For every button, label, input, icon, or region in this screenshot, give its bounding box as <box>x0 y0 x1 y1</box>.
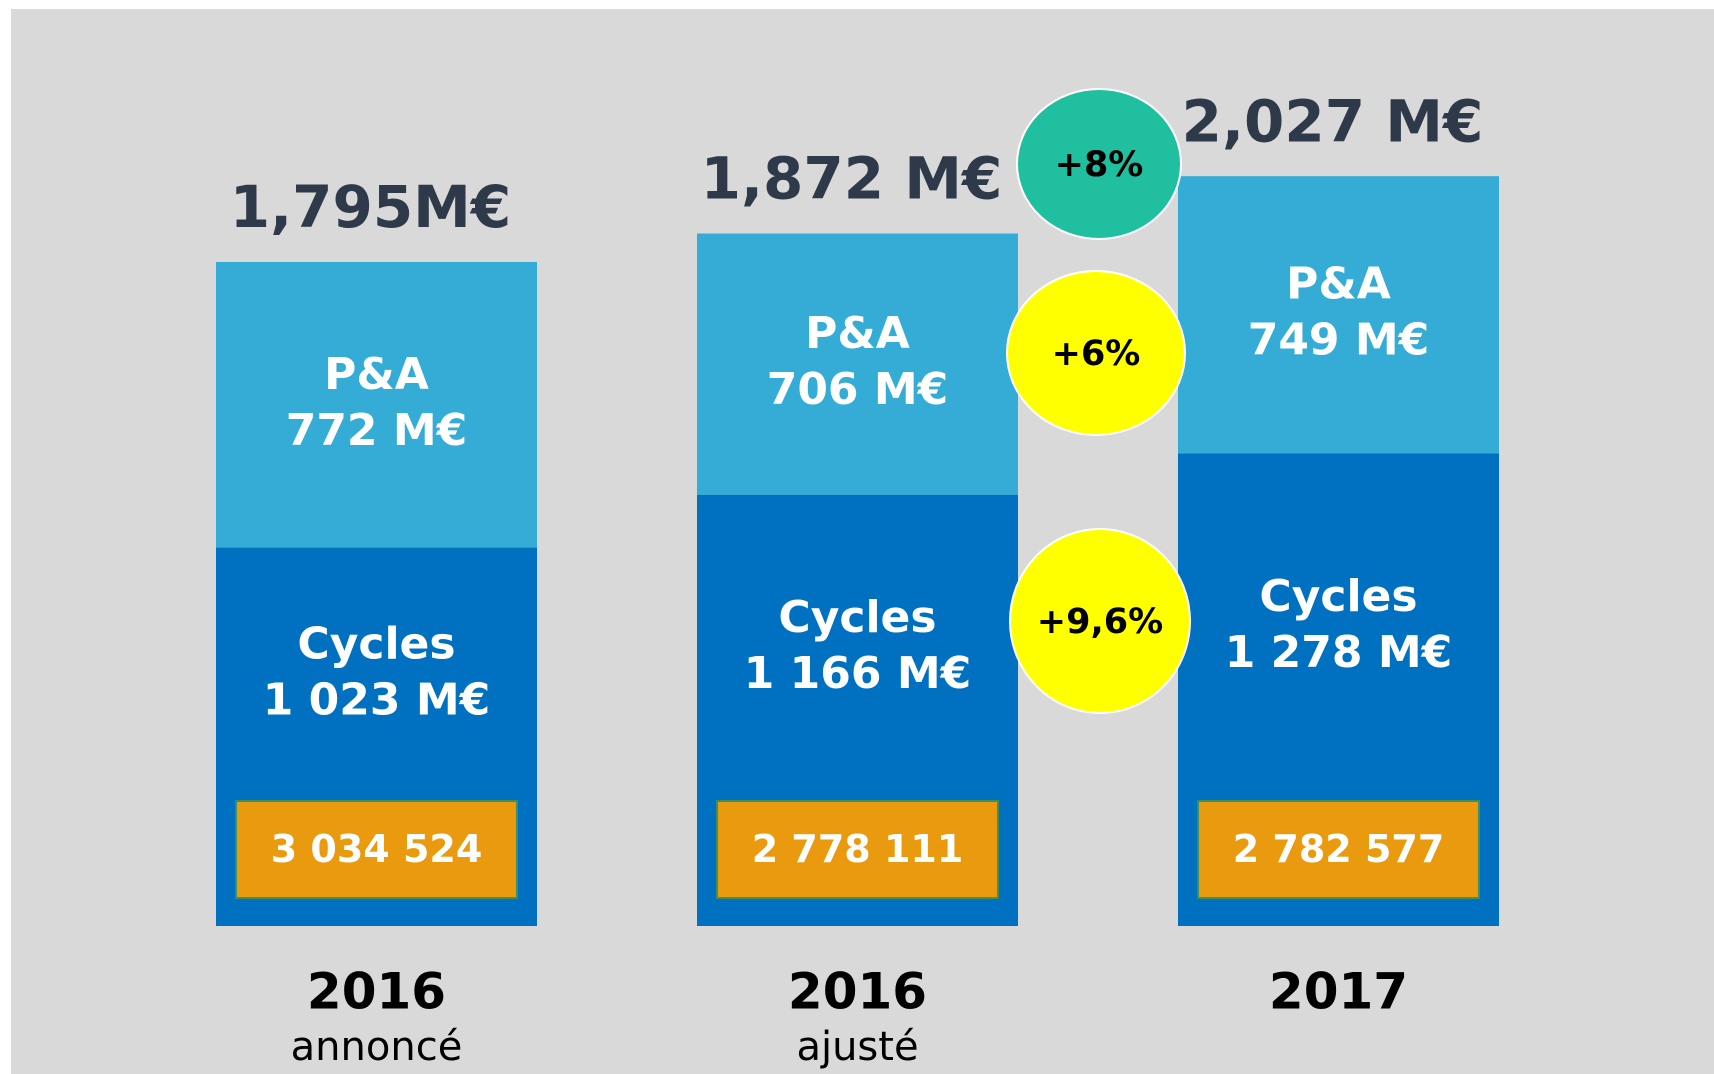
series-label: Cycles <box>297 618 455 669</box>
value-label: 1 023 M€ <box>263 674 491 725</box>
x-sublabel: annoncé <box>291 1024 463 1070</box>
count-label: 2 778 111 <box>752 827 964 871</box>
value-label: 749 M€ <box>1248 315 1430 366</box>
count-box <box>716 800 999 899</box>
value-label: 772 M€ <box>286 405 468 456</box>
count-box <box>1197 800 1480 899</box>
change-bubble <box>1016 88 1182 240</box>
change-label: +8% <box>1055 145 1144 185</box>
series-label: P&A <box>805 308 910 359</box>
value-label: 1 278 M€ <box>1225 627 1453 678</box>
series-label: Cycles <box>1259 571 1417 622</box>
x-tick-label: 2017 <box>1269 963 1408 1021</box>
bar-segment <box>697 233 1018 495</box>
bar-segment <box>216 261 537 548</box>
series-label: P&A <box>324 349 429 400</box>
x-tick-label: 2016 <box>788 963 927 1021</box>
value-label: 1 166 M€ <box>744 648 972 699</box>
change-label: +6% <box>1052 334 1141 374</box>
total-label: 1,795M€ <box>230 173 512 241</box>
change-bubble <box>1006 270 1186 436</box>
x-tick-label: 2016 <box>307 963 446 1021</box>
count-box <box>235 800 518 899</box>
count-label: 2 782 577 <box>1233 827 1445 871</box>
bar-segment <box>1178 176 1499 454</box>
total-label: 1,872 M€ <box>701 145 1003 213</box>
total-label: 2,027 M€ <box>1182 87 1484 155</box>
count-label: 3 034 524 <box>271 827 483 871</box>
value-label: 706 M€ <box>767 364 949 415</box>
series-label: P&A <box>1286 259 1391 310</box>
change-label: +9,6% <box>1037 602 1163 642</box>
series-label: Cycles <box>778 592 936 643</box>
change-bubble <box>1009 528 1191 714</box>
x-sublabel: ajusté <box>796 1024 918 1070</box>
